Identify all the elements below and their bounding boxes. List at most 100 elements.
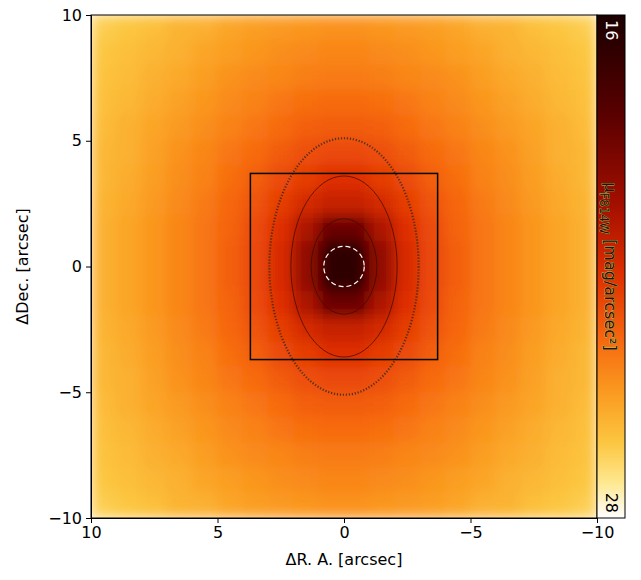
image-cell [369,392,395,418]
image-cell [166,467,192,493]
image-cell [217,492,243,518]
image-cell [217,291,243,317]
image-cell [521,392,547,418]
image-cell [192,241,218,267]
image-cell [91,241,117,267]
image-cell [445,266,471,292]
image-cell [521,115,547,141]
image-cell [369,367,395,393]
image-cell [546,442,572,468]
image-cell [546,316,572,342]
image [91,15,597,518]
image-cell [344,65,370,91]
image-cell [495,40,521,66]
image-cell [470,15,496,41]
axis-line [86,16,92,519]
image-cell [242,15,268,41]
image-cell [141,216,167,242]
image-cell [116,316,142,342]
image-cell [116,392,142,418]
image-cell [571,241,597,267]
image-cell [242,266,268,292]
image-cell [293,165,319,191]
image-cell [521,65,547,91]
image-cell [141,417,167,443]
tick-mark [86,267,91,268]
image-cell [470,40,496,66]
image-cell [293,140,319,166]
y-axis-title: ΔDec. [arcsec] [13,208,32,324]
image-cell [293,291,319,317]
image-cell [116,140,142,166]
image-cell [521,417,547,443]
tick-mark [471,518,472,523]
image-cell [546,467,572,493]
image-cell [91,417,117,443]
image-cell [495,140,521,166]
image-cell [445,40,471,66]
image-cell [91,65,117,91]
image-cell [394,191,420,217]
image-cell [318,90,344,116]
image-cell [217,65,243,91]
image-cell [242,291,268,317]
image-cell [445,216,471,242]
image-cell [495,216,521,242]
image-cell [521,15,547,41]
tick: −10 [48,509,91,528]
image-cell [394,367,420,393]
image-cell [141,15,167,41]
image-cell [369,140,395,166]
image-cell [495,341,521,367]
image-cell [571,492,597,518]
image-cell [318,191,344,217]
image-cell [141,367,167,393]
image-cell [495,191,521,217]
image-cell [419,165,445,191]
image-cell [546,90,572,116]
image-cell [521,442,547,468]
image-cell [166,115,192,141]
image-cell [318,241,344,267]
image-cell [242,417,268,443]
image-cell [394,241,420,267]
image-cell [166,140,192,166]
image-cell [470,316,496,342]
image-cell [344,417,370,443]
image-cell [369,65,395,91]
image-cell [419,341,445,367]
image-cell [445,65,471,91]
image-cell [495,417,521,443]
image-cell [369,115,395,141]
image-cell [470,341,496,367]
image-cell [546,367,572,393]
image-cell [546,15,572,41]
image-cell [394,291,420,317]
image-cell [91,467,117,493]
image-cell [268,191,294,217]
image-cell [242,140,268,166]
image-cell [192,367,218,393]
image-cell [344,15,370,41]
figure: 1050−5−10−10−50510ΔR. A. [arcsec]ΔDec. [… [0,0,641,580]
image-cell [470,467,496,493]
image-cell [419,417,445,443]
colorbar [597,15,625,518]
image-cell [141,492,167,518]
image-cell [116,191,142,217]
image-cell [344,241,370,267]
image-cell [116,291,142,317]
image-cell [470,165,496,191]
image-cell [445,316,471,342]
image-cell [166,392,192,418]
image-cell [268,417,294,443]
image-cell [369,165,395,191]
image-cell [217,367,243,393]
image-cell [116,216,142,242]
image-cell [419,65,445,91]
tick-label: −5 [459,523,483,542]
image-cell [445,367,471,393]
image-cell [445,392,471,418]
image-cell [369,216,395,242]
image-cell [394,115,420,141]
